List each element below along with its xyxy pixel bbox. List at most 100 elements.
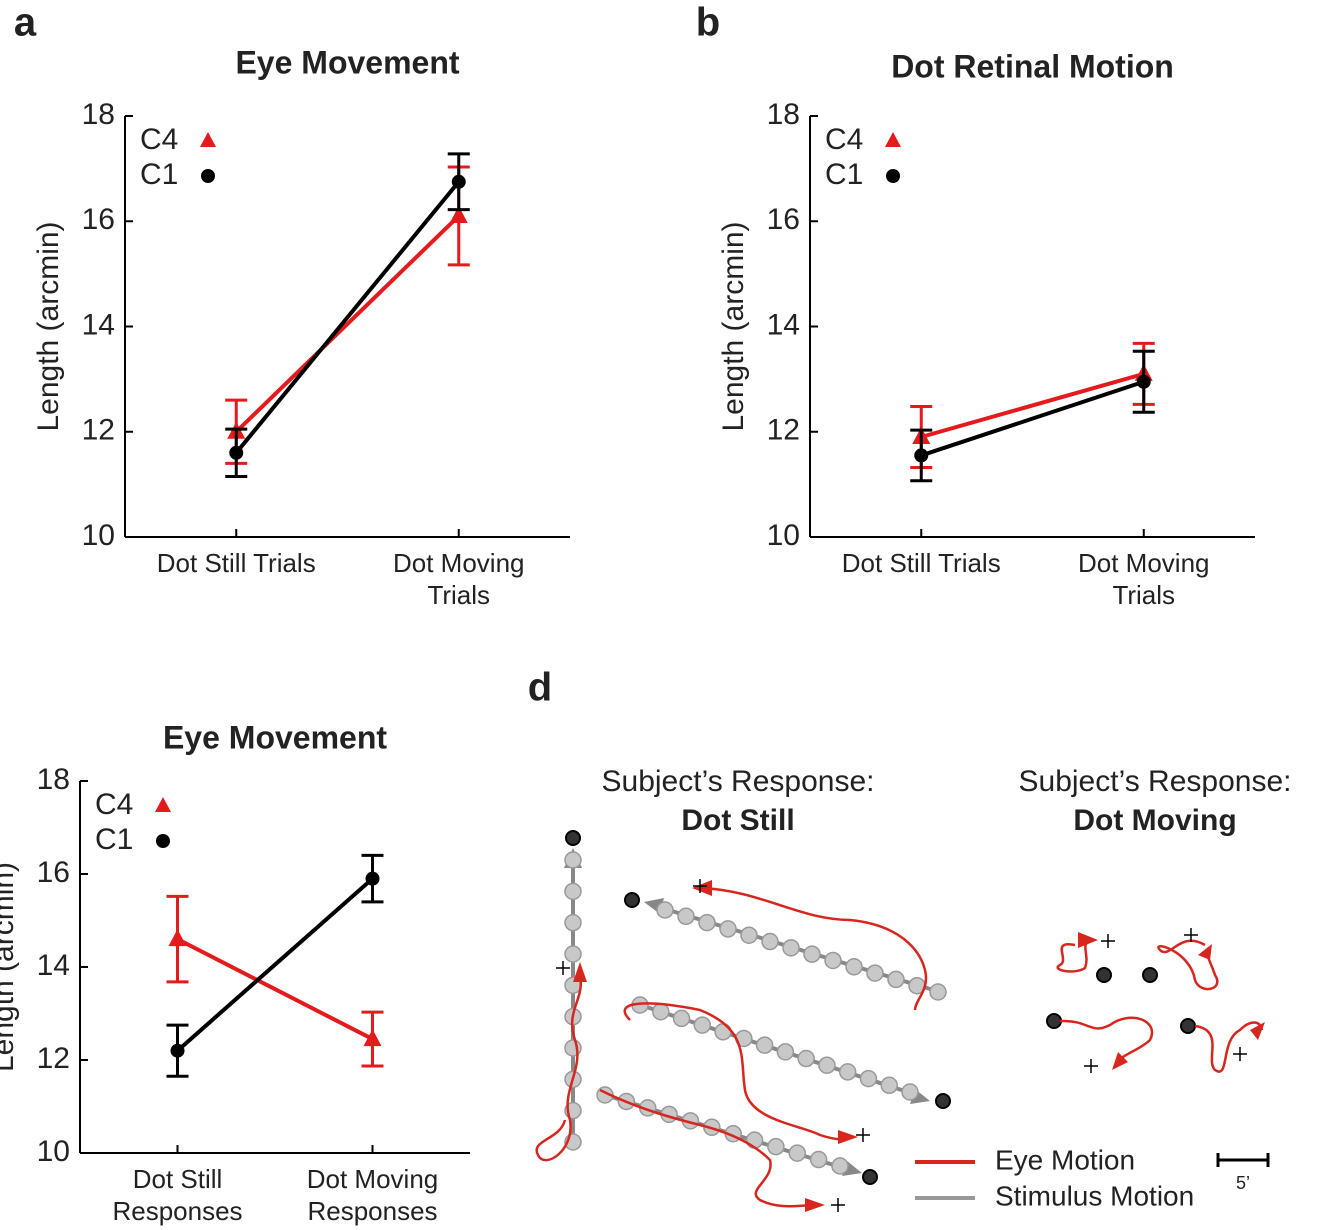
x-tick-label-box: Dot Still Trials xyxy=(841,547,1001,619)
scale-label: 5’ xyxy=(1236,1173,1250,1193)
marker xyxy=(366,872,380,886)
y-tick-label: 14 xyxy=(37,949,70,982)
stimulus-dot xyxy=(888,971,904,987)
stimulus-dot xyxy=(867,965,883,981)
y-tick-label: 14 xyxy=(82,308,115,341)
stimulus-dot xyxy=(881,1077,897,1093)
stimulus-dot xyxy=(674,1010,690,1026)
stimulus-dot xyxy=(825,952,841,968)
x-tick-label-box: Dot Still Responses xyxy=(98,1163,258,1230)
y-tick-label: 10 xyxy=(767,519,800,552)
panel-d-drawing xyxy=(537,831,1268,1212)
legend-label: Eye Motion xyxy=(995,1144,1135,1175)
response-value: Dot Moving xyxy=(1073,804,1236,837)
figure: d Subject’s Response: Dot Still Subject’… xyxy=(0,0,1336,1230)
series-line xyxy=(921,374,1144,437)
stimulus-dot xyxy=(565,883,581,899)
y-tick-label: 16 xyxy=(82,203,115,236)
stimulus-dot xyxy=(565,915,581,931)
series-line xyxy=(921,382,1144,456)
x-tick-label: Dot Moving Responses xyxy=(293,1163,453,1227)
stimulus-dot xyxy=(930,984,946,1000)
stimulus-dot xyxy=(657,902,673,918)
x-tick-label-box: Dot Still Trials xyxy=(156,547,316,619)
y-tick-label: 14 xyxy=(767,308,800,341)
chart-title: Dot Retinal Motion xyxy=(891,48,1174,84)
stimulus-dot xyxy=(819,1057,835,1073)
y-tick-label: 12 xyxy=(767,414,800,447)
y-tick-label: 18 xyxy=(37,763,70,796)
x-tick-label: Dot Moving Trials xyxy=(1064,547,1224,611)
legend-label: C1 xyxy=(825,158,863,191)
x-tick-label-box: Dot Moving Responses xyxy=(293,1163,453,1230)
stimulus-dot xyxy=(768,1139,784,1155)
y-tick-label: 12 xyxy=(37,1042,70,1075)
stimulus-dot xyxy=(565,852,581,868)
legend-marker xyxy=(886,169,900,183)
stimulus-dot xyxy=(777,1044,793,1060)
stimulus-dot xyxy=(699,915,715,931)
stimulus-dot xyxy=(840,1064,856,1080)
stimulus-dot xyxy=(832,1158,848,1174)
chart-title: Eye Movement xyxy=(235,44,459,80)
stimulus-dot xyxy=(846,959,862,975)
response-title: Subject’s Response: xyxy=(602,765,875,798)
legend-marker xyxy=(201,169,215,183)
y-tick-label: 12 xyxy=(82,414,115,447)
series-line xyxy=(236,182,459,453)
series-line xyxy=(236,216,459,432)
legend-label: Stimulus Motion xyxy=(995,1180,1194,1211)
legend-label: C1 xyxy=(140,158,178,191)
legend-marker xyxy=(885,132,901,147)
y-axis-label: Length (arcmin) xyxy=(717,221,750,431)
y-tick-label: 16 xyxy=(37,856,70,889)
legend-marker xyxy=(156,834,170,848)
stimulus-dot xyxy=(811,1152,827,1168)
legend-marker xyxy=(155,797,171,812)
stimulus-dot xyxy=(565,946,581,962)
marker xyxy=(1137,375,1151,389)
y-tick-label: 18 xyxy=(767,98,800,131)
stimulus-dot xyxy=(694,1017,710,1033)
legend-label: C4 xyxy=(140,123,178,156)
marker xyxy=(169,929,187,946)
panel-label: a xyxy=(14,1,37,45)
marker xyxy=(229,446,243,460)
stimulus-dot xyxy=(789,1145,805,1161)
stimulus-dot xyxy=(902,1084,918,1100)
y-axis-label: Length (arcmin) xyxy=(32,221,65,431)
y-tick-label: 18 xyxy=(82,98,115,131)
x-tick-label: Dot Still Responses xyxy=(98,1163,258,1227)
stimulus-dot xyxy=(678,908,694,924)
panel-label: d xyxy=(528,666,552,710)
y-axis-label: Length (arcmin) xyxy=(0,862,20,1072)
stimulus-dot xyxy=(860,1071,876,1087)
marker xyxy=(452,175,466,189)
stimulus-dot xyxy=(720,921,736,937)
y-tick-label: 10 xyxy=(37,1135,70,1168)
stimulus-dot xyxy=(798,1051,814,1067)
x-tick-label: Dot Still Trials xyxy=(841,547,1001,579)
marker xyxy=(171,1044,185,1058)
panel-label: b xyxy=(696,1,720,45)
stimulus-dot xyxy=(715,1024,731,1040)
stimulus-dot xyxy=(804,946,820,962)
x-tick-label-box: Dot Moving Trials xyxy=(379,547,539,619)
chart-title: Eye Movement xyxy=(163,719,387,755)
stimulus-dot xyxy=(747,1132,763,1148)
stimulus-dot xyxy=(757,1037,773,1053)
marker xyxy=(914,448,928,462)
stimulus-dot xyxy=(741,927,757,943)
legend-label: C1 xyxy=(95,823,133,856)
legend-label: C4 xyxy=(95,788,133,821)
legend-label: C4 xyxy=(825,123,863,156)
y-tick-label: 16 xyxy=(767,203,800,236)
response-title: Subject’s Response: xyxy=(1019,765,1292,798)
y-tick-label: 10 xyxy=(82,519,115,552)
x-tick-label: Dot Still Trials xyxy=(156,547,316,579)
stimulus-dot xyxy=(783,940,799,956)
response-value: Dot Still xyxy=(681,804,794,837)
x-tick-label: Dot Moving Trials xyxy=(379,547,539,611)
stimulus-dot xyxy=(762,934,778,950)
legend-marker xyxy=(200,132,216,147)
